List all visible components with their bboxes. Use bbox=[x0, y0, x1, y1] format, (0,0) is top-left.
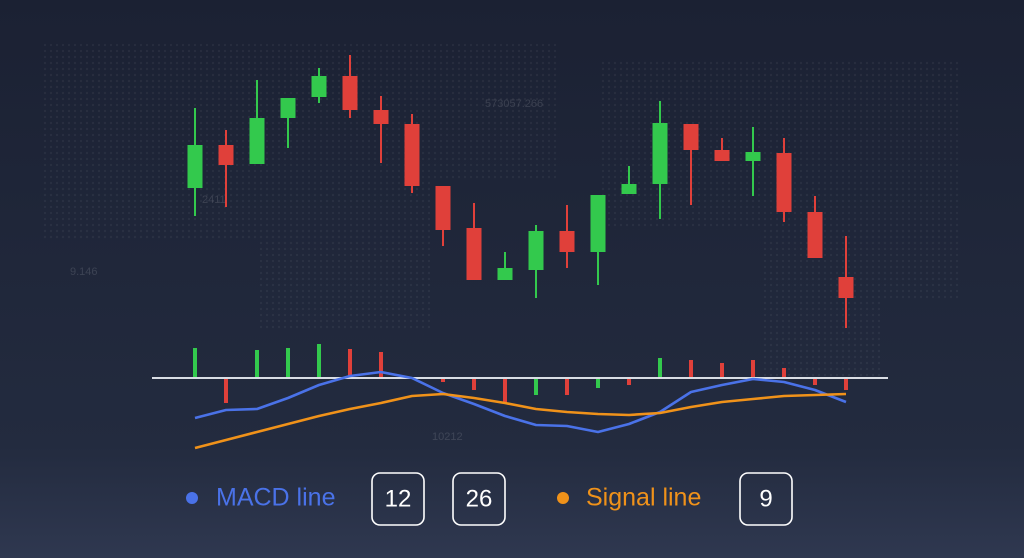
candle-body bbox=[187, 145, 203, 188]
legend-swatch bbox=[186, 492, 198, 504]
candle-body bbox=[838, 277, 854, 298]
candle-body bbox=[807, 212, 823, 258]
candle-body bbox=[404, 124, 420, 186]
histogram-bar bbox=[689, 360, 693, 378]
histogram-bar bbox=[379, 352, 383, 378]
annotation: 10212 bbox=[432, 431, 463, 443]
legend-swatch bbox=[557, 492, 569, 504]
histogram-bar bbox=[441, 378, 445, 382]
candle-body bbox=[280, 98, 296, 118]
histogram-bar bbox=[255, 350, 259, 378]
histogram-bar bbox=[224, 378, 228, 403]
histogram-bar bbox=[844, 378, 848, 390]
histogram-bar bbox=[627, 378, 631, 385]
parameter: 26 bbox=[466, 485, 493, 512]
annotation: 573057.266 bbox=[485, 98, 543, 110]
candle-body bbox=[652, 123, 668, 184]
parameter-box bbox=[452, 472, 506, 526]
annotation: 2411 bbox=[202, 194, 226, 206]
candle-body bbox=[466, 228, 482, 280]
histogram-bar bbox=[658, 358, 662, 378]
candle-body bbox=[590, 195, 606, 252]
candle-body bbox=[249, 118, 265, 164]
candle-body bbox=[745, 152, 761, 161]
histogram-bar bbox=[472, 378, 476, 390]
histogram-bar bbox=[317, 344, 321, 378]
histogram-bar bbox=[813, 378, 817, 385]
legend-label: Signal line bbox=[586, 484, 701, 512]
annotation: 9.146 bbox=[70, 266, 98, 278]
indicator-line bbox=[194, 392, 847, 450]
candle-body bbox=[342, 76, 358, 110]
legend: MACD line 12 26 Signal line 9 bbox=[186, 472, 793, 526]
histogram-bar bbox=[782, 368, 786, 378]
histogram-bar bbox=[565, 378, 569, 395]
histogram-bar bbox=[348, 349, 352, 378]
candle-body bbox=[435, 186, 451, 230]
candle-body bbox=[683, 124, 699, 150]
candle-body bbox=[528, 231, 544, 270]
histogram-bar bbox=[596, 378, 600, 388]
parameter: 9 bbox=[759, 485, 772, 512]
candle-body bbox=[218, 145, 234, 165]
histogram-bar bbox=[503, 378, 507, 403]
legend-label: MACD line bbox=[216, 484, 335, 512]
world-map bbox=[40, 40, 960, 380]
histogram-bar bbox=[720, 363, 724, 378]
parameter-box bbox=[371, 472, 425, 526]
plot bbox=[152, 55, 888, 450]
candle-body bbox=[621, 184, 637, 194]
histogram-bar bbox=[751, 360, 755, 378]
histogram-bar bbox=[534, 378, 538, 395]
candle-body bbox=[714, 150, 730, 161]
parameter: 12 bbox=[385, 485, 412, 512]
candle-body bbox=[311, 76, 327, 97]
candle-body bbox=[497, 268, 513, 280]
candle-body bbox=[776, 153, 792, 212]
candle-body bbox=[559, 231, 575, 252]
candle-body bbox=[373, 110, 389, 124]
parameter-box bbox=[739, 472, 793, 526]
histogram-bar bbox=[286, 348, 290, 378]
histogram-bar bbox=[193, 348, 197, 378]
indicator-line bbox=[194, 370, 847, 434]
